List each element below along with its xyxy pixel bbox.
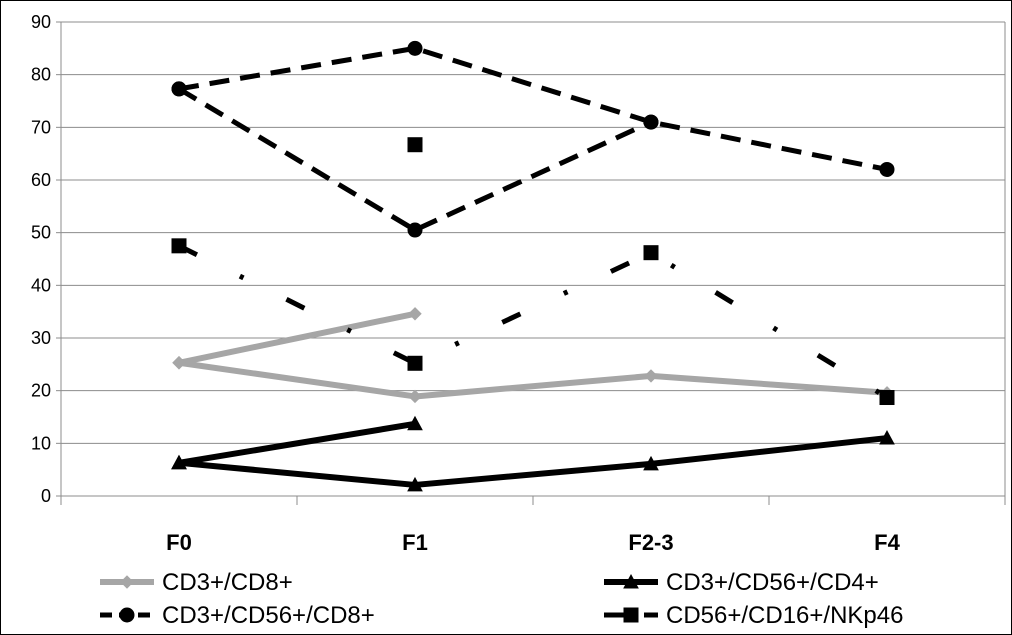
series-line-3-1 <box>178 45 888 172</box>
axis-layer: 0 10 20 30 40 50 60 70 80 90 F0 F1 F2-3 F4 <box>31 12 1006 555</box>
data-point-series-4 <box>171 238 187 254</box>
legend-marker-1 <box>120 575 134 589</box>
x-tick-label: F0 <box>166 530 192 555</box>
data-point-series-4 <box>643 245 659 261</box>
series-layer <box>171 40 895 492</box>
x-tick-label: F2-3 <box>628 530 673 555</box>
x-tick-label: F1 <box>402 530 428 555</box>
y-tick-label: 30 <box>31 328 51 348</box>
grid-layer <box>61 21 1005 444</box>
data-point-series-4 <box>407 137 423 153</box>
series-line-2-2 <box>178 435 888 488</box>
y-tick-label: 20 <box>31 381 51 401</box>
data-point-series-4 <box>407 355 423 371</box>
data-point-series-2 <box>171 454 187 470</box>
data-point-series-3 <box>407 40 423 56</box>
series-line-2-1 <box>178 420 416 466</box>
series-line-4-1 <box>177 243 889 400</box>
series-line-1-2 <box>178 359 888 400</box>
series-line-1-1 <box>178 310 416 366</box>
data-point-series-3 <box>879 161 895 177</box>
data-point-series-2 <box>643 455 659 471</box>
data-point-series-1 <box>172 356 186 370</box>
y-tick-label: 90 <box>31 12 51 32</box>
legend-label-4: CD56+/CD16+/NKp46 <box>666 602 903 629</box>
data-point-series-3 <box>643 114 659 130</box>
data-point-series-3 <box>171 81 187 97</box>
legend-marker-2 <box>623 573 639 589</box>
data-point-series-1 <box>408 389 422 404</box>
legend-label-2: CD3+/CD56+/CD4+ <box>666 569 879 596</box>
y-tick-label: 80 <box>31 65 51 85</box>
data-point-series-4 <box>879 390 895 406</box>
series-line-3-2 <box>177 86 653 233</box>
data-point-series-2 <box>407 415 423 431</box>
data-point-series-1 <box>408 307 422 321</box>
legend-marker-3 <box>119 607 135 623</box>
legend-label-3: CD3+/CD56+/CD8+ <box>162 602 375 629</box>
legend-marker-4 <box>623 607 639 623</box>
x-tick-label: F4 <box>874 530 900 555</box>
y-tick-label: 50 <box>31 223 51 243</box>
legend-label-1: CD3+/CD8+ <box>162 569 293 596</box>
y-tick-label: 0 <box>41 486 51 506</box>
y-tick-label: 70 <box>31 117 51 137</box>
data-point-series-2 <box>407 476 423 492</box>
data-point-series-2 <box>879 430 895 445</box>
legend: CD3+/CD8+ CD3+/CD56+/CD4+ CD3+/CD56+/CD8+ C… <box>100 569 903 629</box>
data-point-series-3 <box>407 222 423 238</box>
y-tick-label: 40 <box>31 275 51 295</box>
data-point-series-1 <box>644 369 658 383</box>
y-tick-label: 60 <box>31 170 51 190</box>
y-tick-label: 10 <box>31 433 51 453</box>
